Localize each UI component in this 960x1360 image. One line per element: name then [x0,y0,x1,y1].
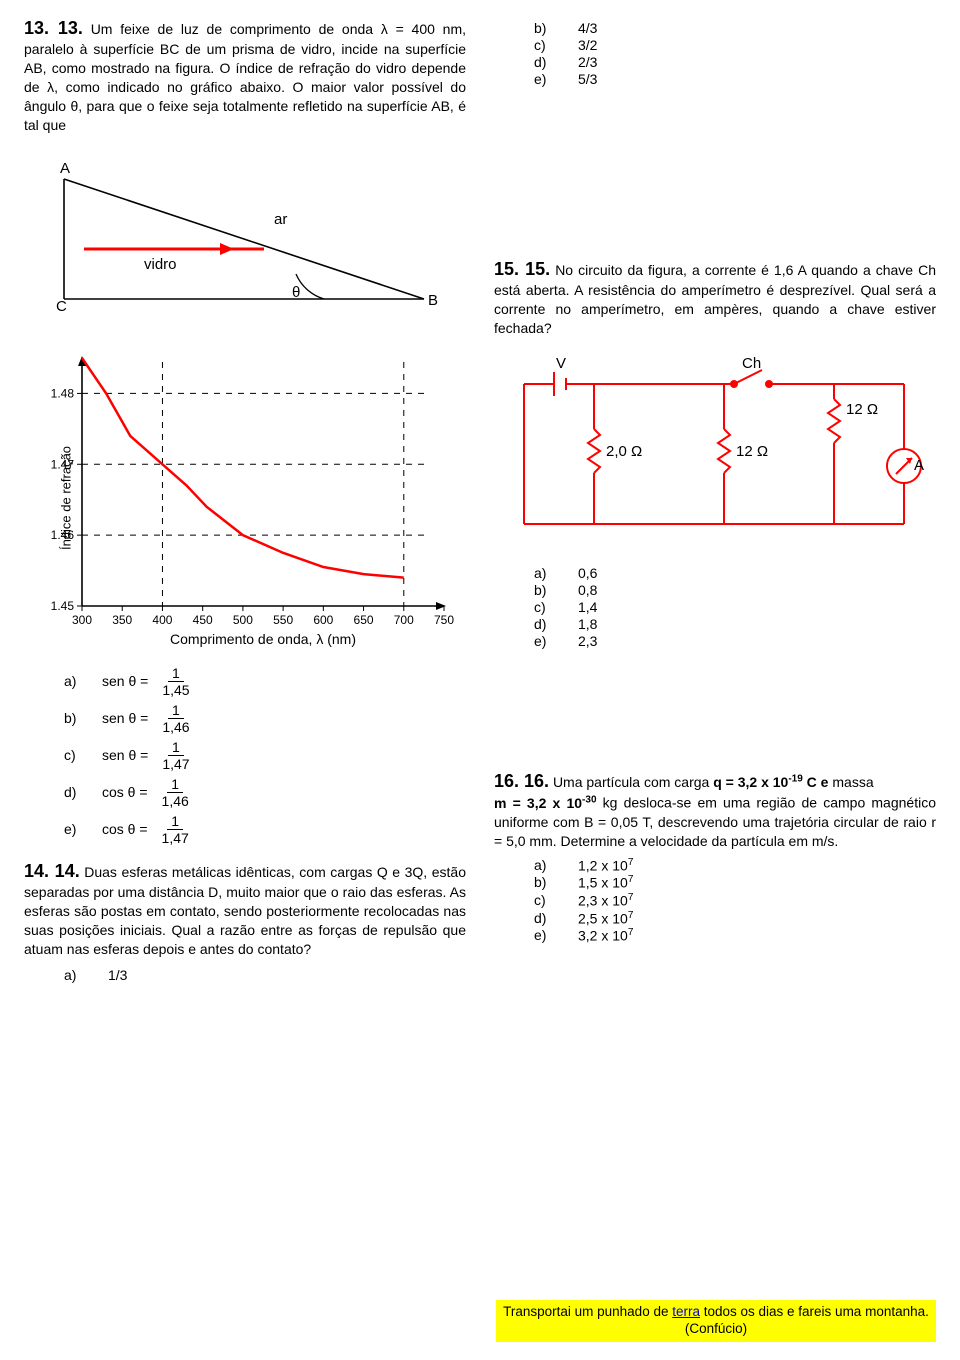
footer-link: terra [672,1304,700,1319]
circ-R1: 12 Ω [846,401,878,418]
label-A: A [60,160,70,177]
svg-text:600: 600 [313,613,333,627]
refraction-chart: Índice de refração 300350400450500550600… [24,348,454,648]
q16-opt-c: c)2,3 x 107 [494,892,936,909]
q13-opt-b: b) sen θ = 11,46 [24,703,466,734]
q13-opt-e: e) cos θ = 11,47 [24,814,466,845]
question-15: 15. 15. No circuito da figura, a corrent… [494,257,936,649]
svg-text:700: 700 [394,613,414,627]
q15-number: 15. 15. [494,259,550,279]
question-13: 13. 13. Um feixe de luz de comprimento d… [24,16,466,845]
q14-opt-d: d)2/3 [494,54,936,70]
prism-diagram: A B C ar vidro θ [24,149,444,329]
q13-opt-a: a) sen θ = 11,45 [24,666,466,697]
circ-R2: 2,0 Ω [606,443,642,460]
q15-opt-d: d)1,8 [494,616,936,632]
q13-opt-c: c) sen θ = 11,47 [24,740,466,771]
left-column: 13. 13. Um feixe de luz de comprimento d… [24,16,466,984]
circ-A: A [914,457,924,474]
q16-opt-b: b)1,5 x 107 [494,874,936,891]
chart-svg: 3003504004505005506006507007501.451.461.… [24,348,454,648]
page-columns: 13. 13. Um feixe de luz de comprimento d… [0,0,960,984]
q16-opt-a: a)1,2 x 107 [494,857,936,874]
q16-opt-d: d)2,5 x 107 [494,910,936,927]
label-vidro: vidro [144,256,177,273]
question-14: 14. 14. Duas esferas metálicas idênticas… [24,859,466,983]
q14-number: 14. 14. [24,861,80,881]
q16-opt-e: e)3,2 x 107 [494,927,936,944]
svg-text:350: 350 [112,613,132,627]
chart-ylabel: Índice de refração [59,446,74,550]
circ-V: V [556,355,566,372]
q14-body: Duas esferas metálicas idênticas, com ca… [24,864,466,957]
q13-body: Um feixe de luz de comprimento de onda λ… [24,21,466,133]
svg-text:550: 550 [273,613,293,627]
svg-text:650: 650 [354,613,374,627]
q15-opt-b: b)0,8 [494,582,936,598]
svg-text:500: 500 [233,613,253,627]
label-C: C [56,298,67,315]
q15-opt-a: a)0,6 [494,565,936,581]
q13-options: a) sen θ = 11,45 b) sen θ = 11,46 c) sen… [24,666,466,845]
q16-options: a)1,2 x 107 b)1,5 x 107 c)2,3 x 107 d)2,… [494,857,936,944]
q14-opt-c: c)3/2 [494,37,936,53]
q14-opt-a: a)1/3 [24,967,466,983]
svg-text:Comprimento de onda, λ (nm): Comprimento de onda, λ (nm) [170,631,356,647]
svg-text:1.45: 1.45 [51,599,75,613]
q14-options: a)1/3 [24,967,466,983]
right-column: b)4/3 c)3/2 d)2/3 e)5/3 15. 15. No circu… [494,16,936,984]
q14-opt-b: b)4/3 [494,20,936,36]
svg-text:750: 750 [434,613,454,627]
circ-Ch: Ch [742,355,761,372]
svg-text:400: 400 [152,613,172,627]
q13-opt-d: d) cos θ = 11,46 [24,777,466,808]
q14-opt-e: e)5/3 [494,71,936,87]
q16-number: 16. 16. [494,771,549,791]
q15-body: No circuito da figura, a corrente é 1,6 … [494,262,936,336]
svg-text:1.48: 1.48 [51,386,75,400]
circ-R3: 12 Ω [736,443,768,460]
svg-text:300: 300 [72,613,92,627]
question-16: 16. 16. Uma partícula com carga q = 3,2 … [494,769,936,944]
q14-options-right: b)4/3 c)3/2 d)2/3 e)5/3 [494,20,936,87]
label-theta: θ [292,284,300,301]
q15-opt-c: c)1,4 [494,599,936,615]
q15-options: a)0,6 b)0,8 c)1,4 d)1,8 e)2,3 [494,565,936,649]
q15-opt-e: e)2,3 [494,633,936,649]
circuit-diagram: V Ch 12 Ω 2,0 Ω 12 Ω A [494,354,934,554]
footer-quote: Transportai um punhado de terra todos os… [496,1300,936,1342]
label-ar: ar [274,211,287,228]
q13-number: 13. 13. [24,18,83,38]
label-B: B [428,292,438,309]
svg-text:450: 450 [193,613,213,627]
